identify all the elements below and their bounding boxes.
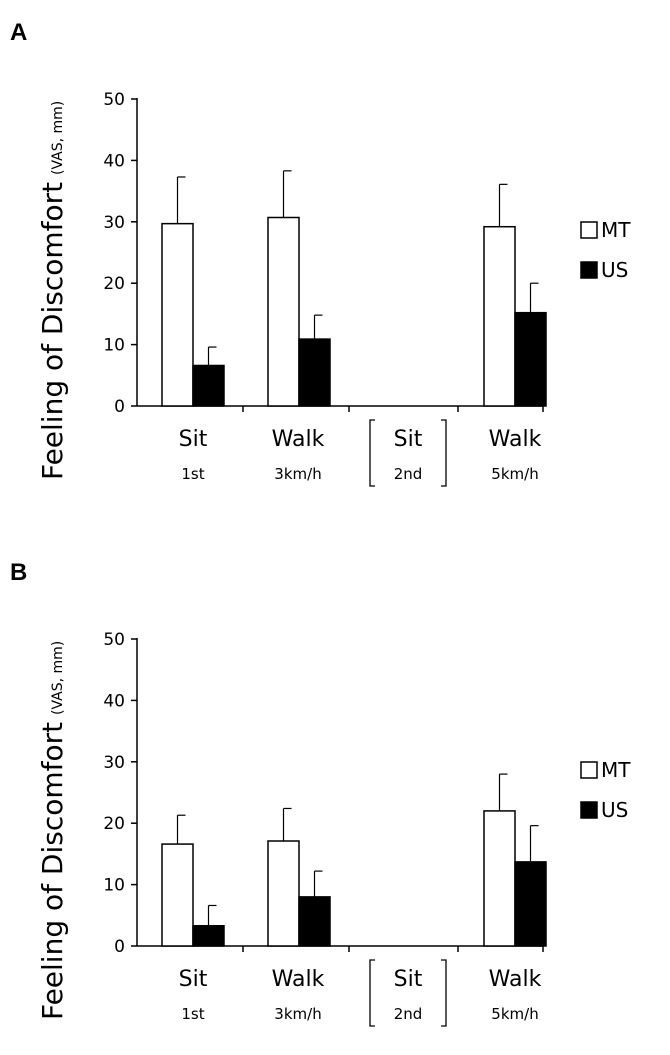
bar-us	[298, 338, 331, 407]
legend-swatch-mt	[580, 761, 598, 779]
x-category-label: Sit	[394, 967, 423, 992]
y-tick-label: 20	[103, 274, 125, 294]
y-axis-title-group: Feeling of Discomfort (VAS, mm)	[36, 101, 69, 480]
legend-label-mt: MT	[601, 218, 631, 242]
y-tick-label: 20	[103, 814, 125, 834]
category-bracket-left	[369, 419, 375, 487]
y-axis-title: Feeling of Discomfort	[36, 182, 69, 480]
bar-mt	[483, 225, 516, 407]
y-tick-label: 30	[103, 753, 125, 773]
y-axis-unit: (VAS, mm)	[50, 101, 66, 175]
x-category-label: Walk	[489, 967, 542, 992]
category-bracket-left	[369, 959, 375, 1027]
bar-mt	[267, 216, 300, 407]
x-category-label: Walk	[272, 967, 325, 992]
y-tick-label: 50	[103, 90, 125, 110]
y-tick-label: 10	[103, 336, 125, 356]
bar-us	[514, 311, 547, 407]
y-tick-label: 30	[103, 213, 125, 233]
legend-swatch-mt	[580, 221, 598, 239]
x-subcategory-label: 2nd	[394, 1005, 423, 1023]
bar-us	[192, 364, 225, 407]
x-subcategory-label: 1st	[181, 1005, 204, 1023]
x-category-label: Sit	[179, 967, 208, 992]
legend-label-us: US	[601, 258, 628, 282]
chart-panel-b: B Feeling of Discomfort (VAS, mm) 0 10 20 30 40…	[0, 540, 670, 1055]
x-subcategory-label: 1st	[181, 465, 204, 483]
y-tick-label: 50	[103, 630, 125, 650]
x-subcategory-label: 5km/h	[491, 465, 538, 483]
chart-a-svg: A Feeling of Discomfort (VAS, mm) 0 10 20 30 40…	[10, 19, 631, 487]
bar-mt	[161, 222, 194, 407]
x-subcategory-label: 2nd	[394, 465, 423, 483]
x-category-label: Walk	[489, 427, 542, 452]
x-category-label: Sit	[179, 427, 208, 452]
chart-b-svg: B Feeling of Discomfort (VAS, mm) 0 10 20 30 40…	[10, 559, 631, 1027]
bar-mt	[267, 840, 300, 947]
bar-us	[298, 896, 331, 947]
y-tick-label: 0	[114, 937, 125, 957]
x-subcategory-label: 3km/h	[274, 1005, 321, 1023]
x-category-label: Sit	[394, 427, 423, 452]
y-axis-unit: (VAS, mm)	[50, 641, 66, 715]
legend-label-us: US	[601, 798, 628, 822]
bar-us	[514, 861, 547, 947]
legend-label-mt: MT	[601, 758, 631, 782]
bar-mt	[161, 843, 194, 947]
y-tick-label: 0	[114, 397, 125, 417]
legend-swatch-us	[580, 801, 598, 819]
panel-label: A	[10, 19, 27, 46]
y-axis-title-group: Feeling of Discomfort (VAS, mm)	[36, 641, 69, 1020]
y-axis-title: Feeling of Discomfort	[36, 722, 69, 1020]
category-bracket-right	[441, 959, 447, 1027]
x-category-label: Walk	[272, 427, 325, 452]
y-tick-label: 40	[103, 151, 125, 171]
chart-panel-a: A Feeling of Discomfort (VAS, mm) 0 10 20 30 40…	[0, 0, 670, 515]
y-tick-label: 10	[103, 876, 125, 896]
y-tick-label: 40	[103, 691, 125, 711]
category-bracket-right	[441, 419, 447, 487]
legend-swatch-us	[580, 261, 598, 279]
bar-mt	[483, 810, 516, 947]
bar-us	[192, 924, 225, 947]
x-subcategory-label: 3km/h	[274, 465, 321, 483]
panel-label: B	[10, 559, 27, 586]
x-subcategory-label: 5km/h	[491, 1005, 538, 1023]
